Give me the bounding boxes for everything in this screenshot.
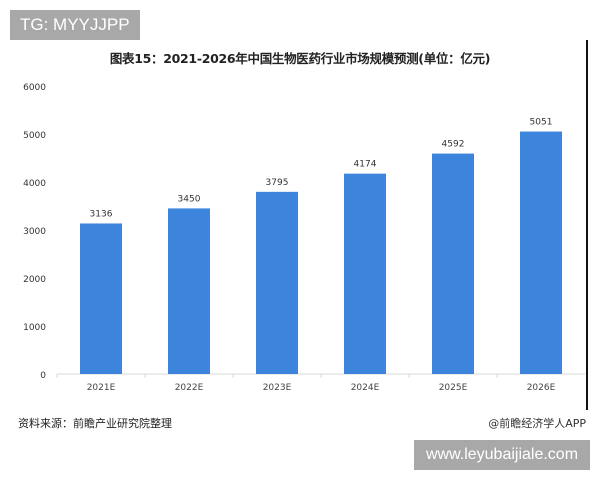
bar bbox=[80, 223, 122, 374]
data-label: 3136 bbox=[90, 209, 113, 219]
bar bbox=[432, 153, 474, 374]
x-tick-label: 2023E bbox=[263, 383, 292, 393]
bar bbox=[256, 191, 298, 374]
source-note: 资料来源：前瞻产业研究院整理 bbox=[18, 417, 172, 430]
data-label: 3795 bbox=[266, 178, 289, 188]
x-tick-label: 2022E bbox=[175, 383, 204, 393]
watermark-url: www.leyubaijiale.com bbox=[414, 440, 590, 470]
y-tick-label: 0 bbox=[40, 371, 46, 381]
watermark-tag: TG: MYYJJPP bbox=[10, 10, 140, 40]
y-tick-label: 2000 bbox=[23, 275, 46, 285]
data-label: 4174 bbox=[354, 160, 377, 170]
x-tick-label: 2024E bbox=[351, 383, 380, 393]
chart-title: 图表15：2021-2026年中国生物医药行业市场规模预测(单位：亿元) bbox=[109, 51, 491, 66]
data-label: 3450 bbox=[178, 194, 201, 204]
credit-note: @前瞻经济学人APP bbox=[488, 417, 586, 430]
data-label: 5051 bbox=[530, 118, 553, 128]
y-tick-label: 5000 bbox=[23, 131, 46, 141]
x-tick-label: 2025E bbox=[439, 383, 468, 393]
y-tick-label: 4000 bbox=[23, 179, 46, 189]
data-label: 4592 bbox=[442, 140, 465, 150]
bar bbox=[344, 173, 386, 374]
bar bbox=[520, 131, 562, 374]
bar bbox=[168, 208, 210, 374]
border-line bbox=[586, 40, 588, 410]
y-tick-label: 3000 bbox=[23, 227, 46, 237]
x-tick-label: 2026E bbox=[527, 383, 556, 393]
x-tick-label: 2021E bbox=[87, 383, 116, 393]
y-tick-label: 1000 bbox=[23, 323, 46, 333]
y-tick-label: 6000 bbox=[23, 83, 46, 93]
